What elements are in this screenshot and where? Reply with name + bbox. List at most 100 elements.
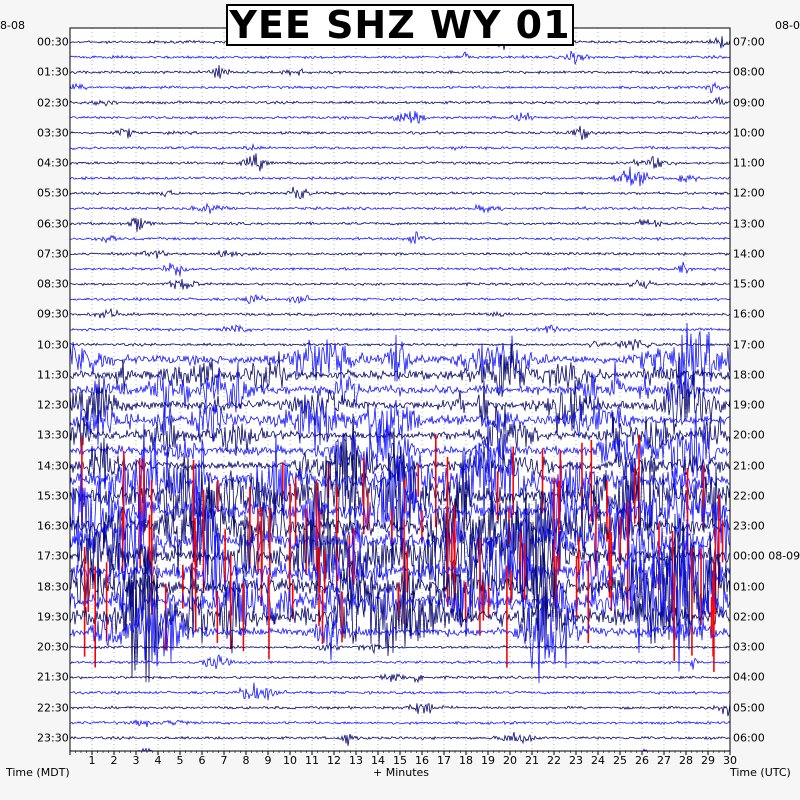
local-time-label: 02:30 — [37, 96, 69, 110]
date-label-right: 08-0 — [775, 19, 800, 32]
utc-time-axis-title: Time (UTC) — [730, 766, 791, 779]
local-time-label: 10:30 — [37, 338, 69, 352]
minute-tick-label: 30 — [723, 754, 737, 767]
trace-row — [69, 461, 731, 568]
trace-row — [69, 584, 731, 684]
trace-row — [69, 642, 731, 655]
local-time-label: 23:30 — [37, 731, 69, 745]
trace-row — [69, 672, 731, 684]
station-title-box: YEE SHZ WY 01 — [226, 4, 574, 46]
local-time-label: 16:30 — [37, 519, 69, 533]
trace-row — [70, 719, 731, 728]
trace-row — [69, 513, 731, 650]
date-label-left: 8-08 — [0, 19, 25, 32]
minute-tick-label: 3 — [132, 754, 140, 767]
trace-row — [69, 278, 731, 290]
minute-tick-label: 29 — [701, 754, 715, 767]
minute-tick-label: 8 — [242, 754, 250, 767]
utc-time-label: 21:00 — [733, 459, 765, 473]
utc-time-label: 20:00 — [733, 428, 765, 442]
trace-row — [69, 360, 731, 418]
utc-time-label: 00:00 08-09 — [733, 549, 800, 563]
local-time-label: 09:30 — [37, 307, 69, 321]
utc-time-label: 11:00 — [733, 156, 765, 170]
trace-row — [69, 553, 731, 683]
minute-tick-label: 25 — [613, 754, 627, 767]
trace-row — [69, 143, 731, 152]
local-time-label: 21:30 — [37, 670, 69, 684]
trace-row — [70, 682, 731, 700]
minute-tick-label: 23 — [569, 754, 583, 767]
minute-tick-label: 5 — [176, 754, 184, 767]
trace-row — [69, 352, 731, 436]
utc-time-label: 03:00 — [733, 640, 765, 654]
trace-row — [69, 166, 731, 187]
utc-time-label: 14:00 — [733, 247, 765, 261]
utc-time-label: 02:00 — [733, 610, 765, 624]
minute-tick-label: 13 — [349, 754, 363, 767]
utc-time-label: 19:00 — [733, 398, 765, 412]
minute-tick-label: 14 — [371, 754, 385, 767]
trace-row — [69, 398, 731, 452]
trace-row — [70, 324, 731, 334]
trace-row — [70, 339, 731, 351]
minute-tick-label: 17 — [437, 754, 451, 767]
minute-tick-label: 16 — [415, 754, 429, 767]
local-time-label: 04:30 — [37, 156, 69, 170]
trace-row — [69, 485, 731, 586]
trace-row — [69, 65, 731, 79]
utc-time-label: 17:00 — [733, 338, 765, 352]
trace-row — [69, 731, 731, 746]
trace-row — [69, 261, 731, 277]
utc-time-label: 08:00 — [733, 65, 765, 79]
trace-row — [69, 231, 730, 245]
utc-time-label: 23:00 — [733, 519, 765, 533]
local-time-label: 17:30 — [37, 549, 69, 563]
trace-row — [69, 427, 731, 558]
minute-tick-label: 7 — [220, 754, 228, 767]
trace-row — [69, 519, 731, 622]
trace-row — [69, 96, 731, 107]
minute-tick-label: 12 — [327, 754, 341, 767]
local-time-label: 13:30 — [37, 428, 69, 442]
minute-tick-label: 10 — [283, 754, 297, 767]
local-time-label: 00:30 — [37, 35, 69, 49]
trace-row — [69, 322, 731, 396]
trace-row — [69, 416, 731, 530]
minute-tick-label: 1 — [88, 754, 96, 767]
utc-time-label: 01:00 — [733, 580, 765, 594]
utc-time-label: 12:00 — [733, 186, 765, 200]
local-time-axis-title: Time (MDT) — [6, 766, 70, 779]
trace-row — [69, 343, 731, 397]
utc-time-label: 09:00 — [733, 96, 765, 110]
minutes-axis-title: + Minutes — [373, 766, 430, 779]
local-time-label: 18:30 — [37, 580, 69, 594]
minute-tick-label: 4 — [154, 754, 162, 767]
trace-row — [69, 410, 731, 489]
minute-tick-label: 24 — [591, 754, 605, 767]
minute-tick-label: 9 — [264, 754, 272, 767]
utc-time-label: 16:00 — [733, 307, 765, 321]
trace-row — [69, 484, 731, 629]
local-time-label: 22:30 — [37, 701, 69, 715]
utc-time-label: 04:00 — [733, 670, 765, 684]
trace-row — [69, 153, 731, 172]
trace-row — [69, 413, 731, 497]
utc-time-label: 13:00 — [733, 217, 765, 231]
trace-row — [69, 217, 731, 232]
utc-time-label: 18:00 — [733, 368, 765, 382]
minute-tick-label: 18 — [459, 754, 473, 767]
local-time-label: 11:30 — [37, 368, 69, 382]
local-time-label: 01:30 — [37, 65, 69, 79]
local-time-label: 20:30 — [37, 640, 69, 654]
utc-time-label: 07:00 — [733, 35, 765, 49]
utc-time-label: 22:00 — [733, 489, 765, 503]
local-time-label: 05:30 — [37, 186, 69, 200]
utc-time-label: 15:00 — [733, 277, 765, 291]
local-time-label: 12:30 — [37, 398, 69, 412]
trace-row — [69, 654, 731, 670]
minute-tick-label: 28 — [679, 754, 693, 767]
minute-tick-label: 6 — [198, 754, 206, 767]
local-time-label: 03:30 — [37, 126, 69, 140]
